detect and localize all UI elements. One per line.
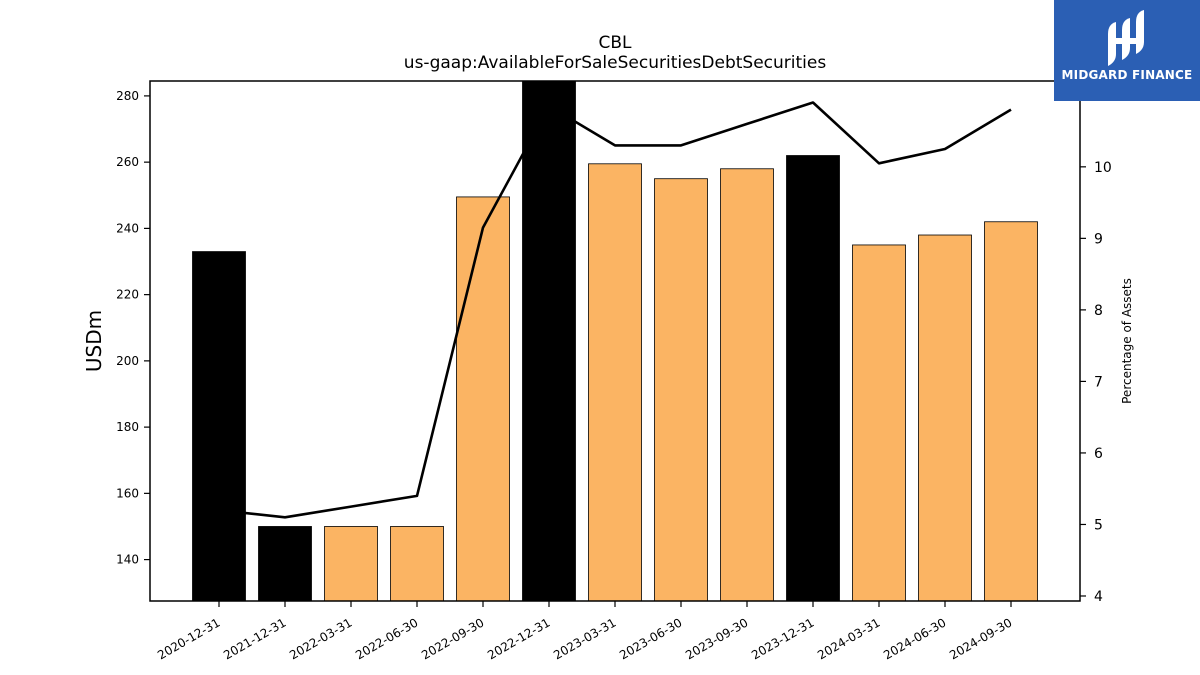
bar-2023-03-31 — [588, 163, 642, 602]
bar-2023-09-30 — [720, 168, 774, 602]
logo-text: MIDGARD FINANCE — [1061, 68, 1193, 82]
y2-tick-label: 9 — [1094, 231, 1103, 247]
x-axis: 2020-12-312021-12-312022-03-312022-06-30… — [155, 601, 1015, 662]
bar-2022-06-30 — [390, 526, 444, 602]
bar-2024-03-31 — [852, 244, 906, 602]
x-tick-label: 2023-03-31 — [551, 615, 618, 662]
bar-2023-12-31 — [786, 155, 840, 602]
y-tick-label: 220 — [116, 288, 139, 302]
x-tick-label: 2023-12-31 — [749, 615, 816, 662]
bar-2023-06-30 — [654, 178, 708, 602]
y-axis-right: 4 5 6 7 8 9 10 — [1080, 160, 1112, 605]
x-tick-label: 2024-06-30 — [881, 615, 948, 662]
bar-2024-06-30 — [918, 234, 972, 602]
y-tick-label: 240 — [116, 221, 139, 235]
y2-tick-label: 7 — [1094, 374, 1103, 390]
chart-title: CBL — [598, 33, 632, 53]
y2-tick-label: 10 — [1094, 160, 1112, 176]
y-tick-label: 260 — [116, 155, 139, 169]
x-tick-label: 2023-06-30 — [617, 615, 684, 662]
midgard-logo-icon — [1108, 10, 1144, 66]
bar-2022-03-31 — [324, 526, 378, 602]
x-tick-label: 2023-09-30 — [683, 615, 750, 662]
chart-subtitle: us-gaap:AvailableForSaleSecuritiesDebtSe… — [404, 53, 827, 73]
y-axis-left: 140 160 180 200 220 240 260 280 — [116, 89, 150, 567]
x-tick-label: 2022-06-30 — [353, 615, 420, 662]
y-tick-label: 280 — [116, 89, 139, 103]
x-tick-label: 2024-03-31 — [815, 615, 882, 662]
bar-2022-12-31 — [522, 80, 576, 602]
y-tick-label: 160 — [116, 486, 139, 500]
bars-layer — [192, 80, 1038, 602]
x-tick-label: 2020-12-31 — [155, 615, 222, 662]
x-tick-label: 2022-12-31 — [485, 615, 552, 662]
bar-2022-09-30 — [456, 196, 510, 602]
x-tick-label: 2021-12-31 — [221, 615, 288, 662]
x-tick-label: 2022-09-30 — [419, 615, 486, 662]
line-layer — [218, 101, 1012, 519]
bar-2020-12-31 — [192, 251, 246, 602]
midgard-finance-logo: MIDGARD FINANCE — [1054, 0, 1200, 101]
y2-tick-label: 5 — [1094, 517, 1103, 533]
bar-2021-12-31 — [258, 526, 312, 602]
bar-2024-09-30 — [984, 221, 1038, 602]
y-axis-label: USDm — [82, 310, 106, 372]
y-tick-label: 180 — [116, 420, 139, 434]
y2-tick-label: 4 — [1094, 589, 1103, 605]
x-tick-label: 2024-09-30 — [947, 615, 1014, 662]
y-tick-label: 200 — [116, 354, 139, 368]
y-tick-label: 140 — [116, 553, 139, 567]
y2-tick-label: 8 — [1094, 303, 1103, 319]
percentage-of-assets-line — [218, 101, 1012, 519]
x-tick-label: 2022-03-31 — [287, 615, 354, 662]
y2-axis-label: Percentage of Assets — [1120, 278, 1134, 404]
y2-tick-label: 6 — [1094, 446, 1103, 462]
